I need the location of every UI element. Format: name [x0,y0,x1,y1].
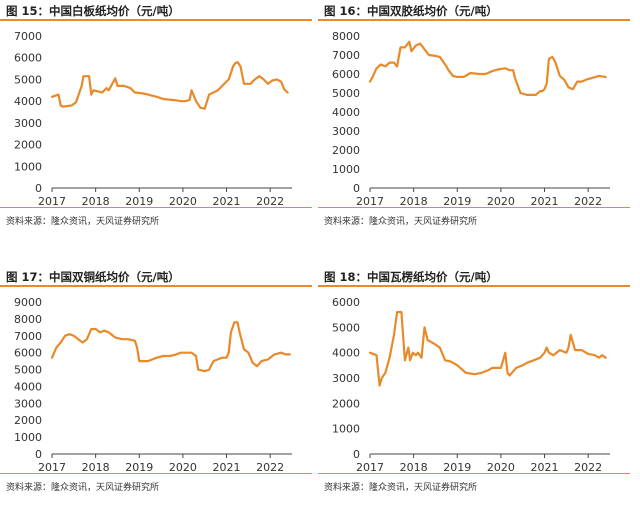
y-tick-label: 8000 [332,30,360,43]
chart-panel-3: 图 17：中国双铜纸均价（元/吨） 0 1000 2000 3000 4000 5000 6… [0,266,312,511]
x-tick-label: 2018 [82,195,110,208]
x-tick-label: 2019 [443,195,471,208]
y-tick-label: 0 [353,182,360,195]
x-tick-label: 2018 [400,195,428,208]
y-tick-label: 6000 [332,68,360,81]
y-tick-label: 2000 [14,414,42,427]
chart-title: 图 17：中国双铜纸均价（元/吨） [6,270,180,284]
y-tick-label: 2000 [332,144,360,157]
y-tick-label: 6000 [14,347,42,360]
x-tick-label: 2017 [356,461,384,474]
chart-plot-area: 0 1000 2000 3000 4000 5000 6000 7000 2017 2018 201… [14,30,292,208]
y-tick-label: 5000 [332,87,360,100]
chart-panel-4: 图 18：中国瓦楞纸均价（元/吨） 0 1000 2000 3000 4000 5000 6… [318,266,630,511]
series-line [50,321,291,373]
source-note: 资料来源：隆众资讯，天风证券研究所 [6,217,160,227]
y-tick-label: 4000 [14,380,42,393]
x-tick-label: 2022 [574,461,602,474]
x-tick-label: 2021 [213,461,241,474]
chart-title: 图 15：中国白板纸均价（元/吨） [6,4,180,18]
x-tick-label: 2020 [487,461,515,474]
y-tick-label: 3000 [14,117,42,130]
x-tick-label: 2017 [38,195,66,208]
y-tick-label: 1000 [332,163,360,176]
x-tick-label: 2022 [574,195,602,208]
chart-title: 图 16：中国双胶纸均价（元/吨） [324,4,498,18]
y-tick-label: 5000 [332,321,360,334]
chart-plot-area: 0 1000 2000 3000 4000 5000 6000 7000 8000 2017 201… [332,30,610,208]
chart-title: 图 18：中国瓦楞纸均价（元/吨） [324,270,498,284]
y-tick-label: 1000 [332,423,360,436]
x-tick-label: 2022 [256,461,284,474]
x-tick-label: 2021 [213,195,241,208]
x-tick-label: 2017 [356,195,384,208]
y-tick-label: 2000 [14,139,42,152]
title-divider [318,19,630,21]
y-tick-label: 7000 [14,30,42,43]
y-tick-label: 7000 [14,330,42,343]
x-tick-label: 2019 [125,195,153,208]
x-tick-label: 2020 [169,461,197,474]
x-tick-label: 2021 [531,195,559,208]
x-tick-label: 2018 [400,461,428,474]
y-tick-label: 4000 [14,95,42,108]
source-divider [0,473,312,474]
y-tick-label: 4000 [332,347,360,360]
source-note: 资料来源：隆众资讯，天风证券研究所 [324,217,478,227]
title-divider [318,285,630,287]
y-tick-label: 3000 [332,372,360,385]
y-tick-label: 9000 [14,296,42,309]
chart-plot-area: 0 1000 2000 3000 4000 5000 6000 7000 8000 9000 201… [14,296,292,474]
y-tick-label: 6000 [14,52,42,65]
series-line [50,61,289,110]
y-tick-label: 6000 [332,296,360,309]
y-tick-label: 0 [353,448,360,461]
y-tick-label: 7000 [332,49,360,62]
y-tick-label: 4000 [332,106,360,119]
y-tick-label: 0 [35,448,42,461]
series-line [368,311,607,387]
y-tick-label: 2000 [332,397,360,410]
chart-plot-area: 0 1000 2000 3000 4000 5000 6000 2017 2018 2019 202… [332,296,610,474]
x-tick-label: 2020 [487,195,515,208]
y-tick-label: 8000 [14,313,42,326]
y-tick-label: 5000 [14,73,42,86]
x-tick-label: 2017 [38,461,66,474]
title-divider [0,19,312,21]
y-tick-label: 1000 [14,431,42,444]
y-tick-label: 5000 [14,364,42,377]
y-tick-label: 0 [35,182,42,195]
source-note: 资料来源：隆众资讯，天风证券研究所 [6,483,160,493]
chart-panel-2: 图 16：中国双胶纸均价（元/吨） 0 1000 2000 3000 4000 5000 6… [318,0,630,245]
source-divider [0,207,312,208]
y-tick-label: 1000 [14,160,42,173]
y-tick-label: 3000 [14,397,42,410]
x-tick-label: 2021 [531,461,559,474]
x-tick-label: 2020 [169,195,197,208]
x-tick-label: 2022 [256,195,284,208]
source-divider [318,473,630,474]
series-line [368,40,607,96]
source-divider [318,207,630,208]
source-note: 资料来源：隆众资讯，天风证券研究所 [324,483,478,493]
x-tick-label: 2018 [82,461,110,474]
chart-panel-1: 图 15：中国白板纸均价（元/吨） 0 1000 2000 3000 4000 5000 6… [0,0,312,245]
x-tick-label: 2019 [443,461,471,474]
y-tick-label: 3000 [332,125,360,138]
x-tick-label: 2019 [125,461,153,474]
title-divider [0,285,312,287]
